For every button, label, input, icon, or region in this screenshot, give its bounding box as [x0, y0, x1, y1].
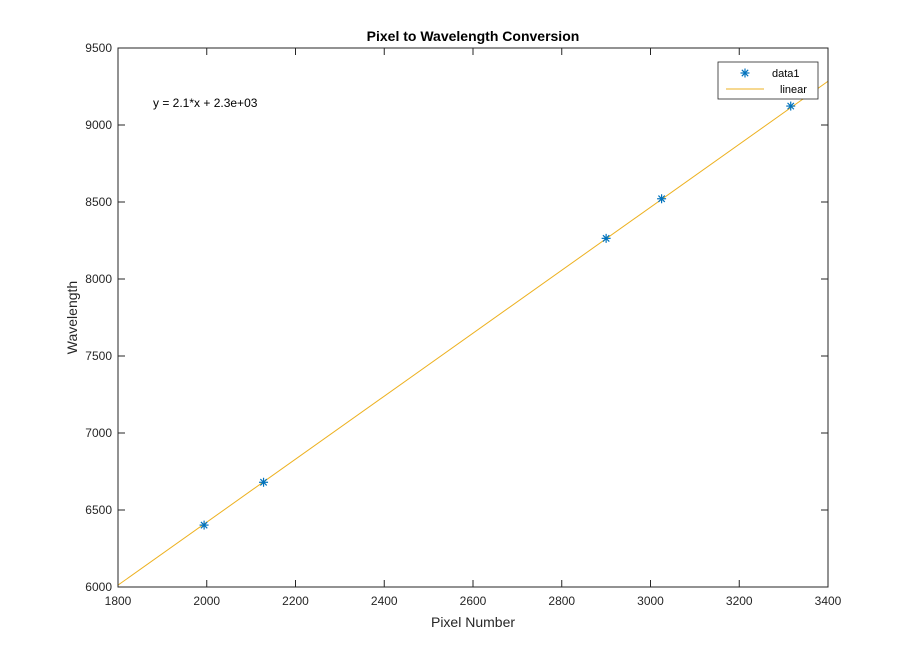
data-point [199, 520, 209, 530]
y-tick-label: 7000 [85, 426, 112, 440]
series-layer [117, 80, 829, 586]
y-axis: 6000 6500 7000 7500 8000 8500 9000 9500 [85, 41, 828, 594]
legend-label-data1: data1 [772, 68, 800, 80]
y-axis-label: Wavelength [64, 281, 80, 354]
x-tick-label: 1800 [105, 594, 132, 608]
x-axis-label: Pixel Number [431, 614, 515, 630]
fit-equation-annotation: y = 2.1*x + 2.3e+03 [153, 96, 258, 110]
data-point [601, 233, 611, 243]
x-tick-label: 2800 [548, 594, 575, 608]
x-axis: 1800 2000 2200 2400 2600 2800 3000 3200 3400 [105, 48, 842, 608]
x-tick-label: 2600 [460, 594, 487, 608]
x-tick-label: 2400 [371, 594, 398, 608]
legend-marker-data1 [740, 68, 750, 78]
series-line-linear [117, 80, 829, 586]
legend-box [717, 61, 819, 100]
x-tick-label: 2200 [282, 594, 309, 608]
chart-title: Pixel to Wavelength Conversion [367, 28, 580, 44]
y-tick-label: 8500 [85, 195, 112, 209]
y-tick-label: 6500 [85, 503, 112, 517]
y-tick-label: 9000 [85, 118, 112, 132]
legend-label-linear: linear [780, 84, 807, 96]
x-tick-label: 2000 [193, 594, 220, 608]
y-tick-label: 8000 [85, 272, 112, 286]
y-tick-label: 6000 [85, 580, 112, 594]
legend-marker [740, 68, 750, 78]
plot-area [118, 48, 828, 587]
x-tick-label: 3200 [726, 594, 753, 608]
y-tick-label: 7500 [85, 349, 112, 363]
data-point [786, 101, 796, 111]
x-tick-label: 3000 [637, 594, 664, 608]
x-tick-label: 3400 [815, 594, 842, 608]
y-tick-label: 9500 [85, 41, 112, 55]
legend: data1 linear [717, 61, 819, 100]
data-point [259, 477, 269, 487]
data-point [657, 194, 667, 204]
